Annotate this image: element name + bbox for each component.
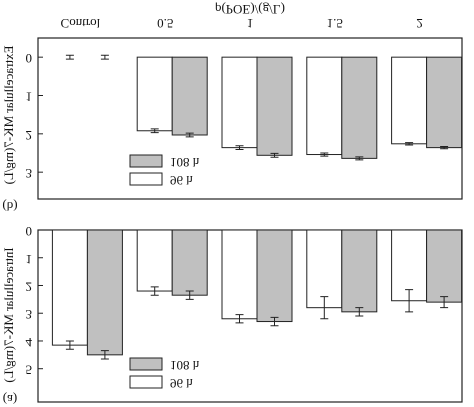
legend-swatch [129,154,163,168]
y-tick-label: 1 [26,90,33,105]
y-tick-label: 2 [26,128,33,143]
error-bar [405,142,414,146]
x-tick-label: 2 [416,16,423,31]
bar [341,56,378,159]
bar [426,229,463,303]
y-tick-label: 1 [26,252,33,267]
bar [136,56,173,132]
y-tick-label: 0 [26,51,33,66]
y-tick-label: 5 [26,363,33,378]
error-bar [270,316,279,327]
bar [341,229,378,313]
error-bar [355,156,364,161]
error-bar [65,340,74,350]
legend-swatch [129,375,163,389]
legend-swatch [129,172,163,186]
bar [171,229,208,296]
bar [221,229,258,320]
error-bar [270,152,279,158]
legend-label: 96 h [170,173,193,188]
error-bar [100,54,109,60]
y-axis-title: Extracellular MK-7(mg/L) [1,46,16,185]
error-bar [320,296,329,320]
panel-label: (b) [2,199,17,214]
bar [391,56,428,145]
bar [256,229,293,323]
legend-swatch [129,357,163,371]
bar [256,56,293,156]
error-bar [355,307,364,317]
x-tick-label: Control [61,16,101,31]
y-tick-label: 4 [26,335,33,350]
bar [171,56,208,136]
error-bar [150,286,159,296]
bar [306,56,343,156]
x-tick-label: 1 [247,16,254,31]
x-tick-label: 0.5 [157,16,173,31]
x-axis-title: ρ(POE)/(g/L) [215,2,285,17]
error-bar [235,145,244,151]
panel-label: (a) [3,392,17,407]
error-bar [185,132,194,138]
bar [51,229,88,346]
legend-label: 108 h [170,358,200,373]
bar [86,229,123,356]
error-bar [320,152,329,157]
x-tick-label: 1.5 [327,16,343,31]
error-bar [150,128,159,134]
y-tick-label: 2 [26,279,33,294]
bar [306,229,343,309]
error-bar [440,145,449,150]
bar [221,56,258,149]
error-bar [405,289,414,313]
bar [136,229,173,292]
error-bar [100,350,109,360]
legend-label: 96 h [170,376,193,391]
error-bar [440,296,449,309]
legend-label: 108 h [170,155,200,170]
bar [426,56,463,149]
error-bar [65,54,74,60]
y-tick-label: 0 [26,224,33,239]
y-tick-label: 3 [26,307,33,322]
error-bar [235,314,244,324]
error-bar [185,290,194,300]
y-axis-title: Intracellular MK-7(mg/L) [1,247,16,382]
y-tick-label: 3 [26,166,33,181]
